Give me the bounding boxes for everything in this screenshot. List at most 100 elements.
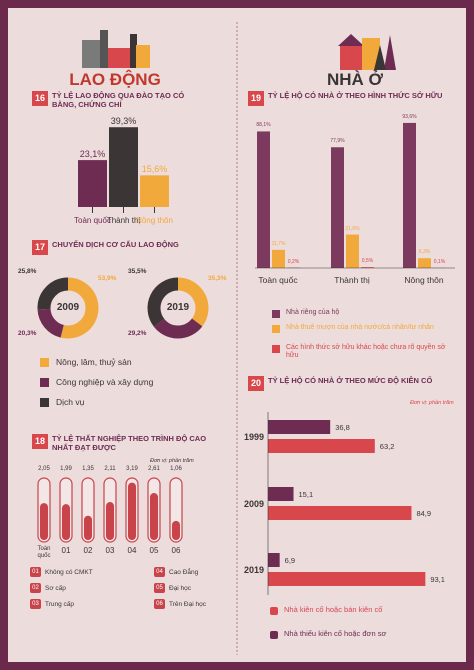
section-number: 20: [250, 378, 261, 388]
section-number: 19: [250, 93, 261, 103]
tube-fill: [84, 515, 92, 540]
legend-label: Công nghiệp và xây dựng: [56, 377, 154, 387]
value-label: 15,6%: [141, 164, 168, 175]
category-label: 03: [105, 546, 115, 555]
legend-code: 04: [156, 568, 163, 575]
section-number: 17: [34, 242, 45, 252]
legend-label: Nhà thuê mượn của nhà nước/cá nhân/tư nh…: [286, 324, 434, 331]
legend-code-box: [30, 583, 41, 593]
chart-title: TỶ LỆ THẤT NGHIỆP THEO TRÌNH ĐỘ CAO NHẤT…: [52, 434, 207, 452]
legend-code-box: [30, 599, 41, 609]
legend-swatch: [272, 345, 280, 353]
legend-code: 05: [156, 584, 163, 591]
value-label: 35,5%: [128, 268, 147, 275]
donut-segment: [37, 277, 69, 310]
legend-code: 02: [32, 584, 39, 591]
donut-year: 2009: [56, 302, 80, 313]
category-label: Toàn quốc: [37, 546, 51, 559]
bar: [78, 160, 107, 207]
number-box: [32, 240, 48, 255]
legend-code: 06: [156, 600, 163, 607]
legend-code: 01: [32, 568, 39, 575]
legend-swatch: [40, 398, 49, 407]
legend-code: 03: [32, 600, 39, 607]
value-label: 36,8: [335, 423, 350, 432]
tube-fill: [150, 493, 158, 540]
section-number: 18: [34, 436, 45, 446]
legend-label: Dịch vụ: [56, 397, 85, 407]
value-label: 53,9%: [98, 275, 117, 282]
value-label: 1,06: [170, 466, 182, 472]
value-label: 88,1%: [256, 122, 271, 129]
value-label: 0,5%: [361, 258, 374, 265]
legend-label: Không có CMKT: [45, 568, 93, 576]
bar: [361, 267, 374, 268]
legend-label: Sơ cấp: [45, 584, 66, 592]
value-label: 15,1: [298, 490, 314, 499]
category-label: Thành thị: [334, 275, 370, 285]
legend-label: Trung cấp: [45, 600, 75, 608]
category-label: 04: [127, 546, 137, 555]
value-label: 6,9: [284, 556, 296, 565]
legend-code-box: [154, 567, 165, 577]
legend-swatch: [272, 325, 280, 333]
chart-title: TỶ LỆ LAO ĐỘNG QUA ĐÀO TẠO CÓ BẰNG, CHỨN…: [52, 91, 185, 109]
value-label: 1,35: [82, 466, 94, 472]
value-label: 3,19: [126, 466, 138, 472]
category-label: 2009: [244, 499, 265, 509]
category-label: Thành thị: [106, 216, 141, 225]
legend-code-box: [30, 567, 41, 577]
legend-swatch: [270, 631, 278, 639]
category-label: 2019: [244, 565, 265, 575]
category-label: 1999: [244, 432, 265, 442]
number-box: [32, 91, 48, 106]
legend-code-box: [154, 599, 165, 609]
value-label: 39,3%: [110, 116, 137, 127]
bar: [109, 127, 138, 207]
bar: [268, 506, 412, 520]
tube-fill: [172, 520, 180, 540]
legend-label: Nhà riêng của hộ: [286, 309, 340, 316]
tube-fill: [62, 504, 70, 540]
legend-label: Nông, lâm, thuỷ sản: [56, 357, 132, 367]
value-label: 93,1: [430, 575, 445, 584]
value-label: 20,3%: [18, 330, 37, 337]
tube-fill: [128, 482, 136, 540]
number-box: [32, 434, 48, 449]
value-label: 0,1%: [433, 258, 446, 265]
tube-fill: [106, 502, 114, 540]
value-label: 63,2: [379, 442, 395, 451]
category-label: Toàn quốc: [74, 216, 111, 225]
donut-segment: [177, 277, 209, 327]
legend-label: Trên Đại học: [169, 600, 206, 608]
number-box: [248, 91, 264, 106]
category-label: Nông thôn: [404, 275, 444, 285]
bar: [268, 553, 280, 567]
legend-swatch: [270, 607, 278, 615]
value-label: 29,2%: [128, 330, 147, 337]
unit-note: Đơn vị: phần trăm: [150, 458, 194, 464]
bar: [268, 439, 375, 453]
section-number: 16: [34, 93, 45, 103]
bar: [140, 175, 169, 207]
house-icon: [338, 34, 396, 70]
donut-segment: [147, 277, 179, 327]
legend-label: Cao Đẳng: [169, 568, 199, 576]
number-box: [248, 376, 264, 391]
donut-segment: [37, 308, 65, 338]
legend-code-box: [154, 583, 165, 593]
category-label: 06: [171, 546, 181, 555]
value-label: 1,99: [60, 466, 72, 472]
legend-label: Các hình thức sở hữu khác hoặc chưa rõ q…: [286, 344, 446, 360]
section-title: LAO ĐỘNG: [69, 70, 161, 89]
category-label: 05: [149, 546, 159, 555]
value-label: 84,9: [416, 509, 432, 518]
chart-title: TỶ LỆ HỘ CÓ NHÀ Ở THEO MỨC ĐỘ KIÊN CỐ: [268, 376, 433, 385]
tube-fill: [40, 503, 48, 540]
value-label: 2,61: [148, 466, 160, 472]
value-label: 6,3%: [418, 249, 431, 256]
category-label: 02: [83, 546, 93, 555]
bar: [331, 147, 344, 268]
